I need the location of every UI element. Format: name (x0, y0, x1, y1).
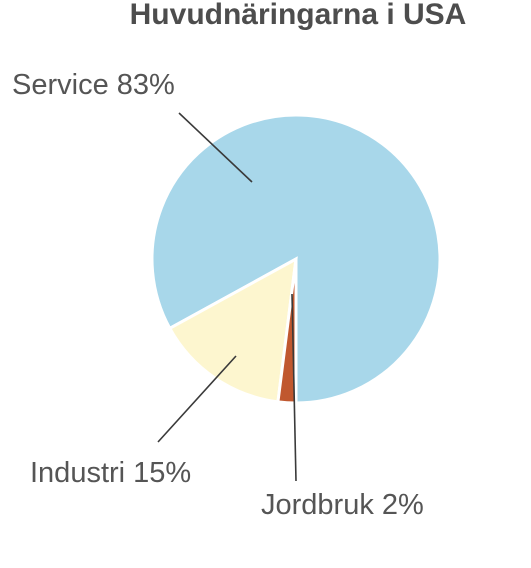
leader-line-jordbruk (291, 293, 297, 482)
leader-line-industri (157, 355, 237, 443)
slice-label-industri: Industri 15% (30, 457, 191, 489)
slice-label-jordbruk: Jordbruk 2% (261, 489, 424, 521)
slice-label-service: Service 83% (12, 69, 175, 101)
pie-slices (150, 113, 442, 405)
chart-title: Huvudnäringarna i USA (130, 0, 467, 31)
leader-line-service (178, 112, 253, 183)
